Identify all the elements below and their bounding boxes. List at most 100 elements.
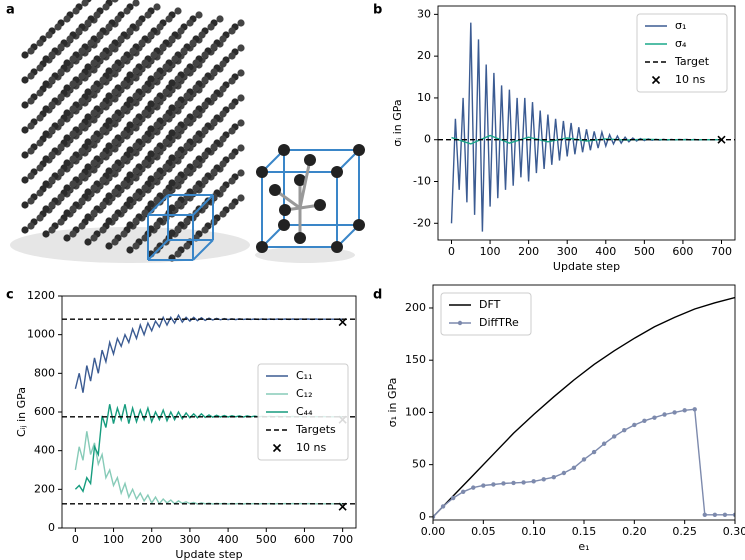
atom: [228, 202, 236, 210]
atom: [78, 122, 86, 130]
atom: [57, 93, 65, 101]
atom: [210, 168, 218, 176]
atom: [132, 242, 140, 250]
atom: [168, 35, 176, 43]
atom: [147, 175, 155, 183]
x-axis-label: e₁: [578, 540, 589, 553]
atom: [135, 19, 143, 27]
atom: [168, 179, 176, 187]
atom: [153, 221, 161, 229]
atom: [147, 125, 155, 133]
atom: [111, 63, 119, 71]
legend-label: 10 ns: [675, 73, 705, 86]
atom: [120, 130, 128, 138]
y-tick-label: 200: [34, 482, 55, 495]
atom: [153, 171, 161, 179]
atom: [168, 79, 176, 87]
y-tick-label: 1200: [27, 289, 55, 302]
atom: [132, 92, 140, 100]
atom: [219, 160, 227, 168]
y-tick-label: 200: [405, 301, 426, 314]
legend-label: σ₄: [675, 37, 687, 50]
data-point: [632, 422, 637, 428]
atom: [174, 125, 182, 133]
data-point: [440, 504, 446, 509]
x-tick-label: 0.25: [672, 525, 697, 538]
y-tick-label: 0: [48, 521, 55, 534]
atom: [69, 180, 77, 188]
atom: [27, 72, 35, 80]
atom: [105, 23, 113, 31]
series-line: [433, 408, 735, 518]
atom: [183, 217, 191, 225]
atom: [198, 31, 206, 39]
x-tick-label: 200: [141, 533, 162, 546]
atom: [126, 221, 134, 229]
atom: [84, 188, 92, 196]
atom: [186, 19, 194, 27]
atom: [120, 55, 128, 63]
x-tick-label: 0.10: [521, 525, 546, 538]
atom: [147, 100, 155, 108]
x-tick-label: 0.15: [572, 525, 597, 538]
plot-area: [433, 296, 735, 520]
atom: [69, 230, 77, 238]
atom: [210, 118, 218, 126]
axes-frame: [437, 5, 736, 241]
y-axis-label: Cᵢⱼ in GPa: [15, 387, 28, 437]
atom: [42, 80, 50, 88]
atom: [278, 144, 290, 156]
atom: [126, 71, 134, 79]
atom: [126, 121, 134, 129]
atom: [120, 180, 128, 188]
atom: [153, 71, 161, 79]
atom: [27, 147, 35, 155]
atom: [138, 39, 146, 47]
atom: [189, 39, 197, 47]
atom: [99, 76, 107, 84]
atom: [96, 31, 104, 39]
y-tick-label: 150: [405, 353, 426, 366]
atom: [111, 138, 119, 146]
atom: [156, 23, 164, 31]
plot-area: [438, 22, 735, 232]
y-tick-label: 10: [417, 91, 431, 104]
atom: [84, 63, 92, 71]
atom: [132, 217, 140, 225]
x-tick-label: 300: [179, 533, 200, 546]
data-point: [481, 483, 486, 488]
atom: [114, 15, 122, 23]
atom: [168, 204, 176, 212]
atom: [219, 85, 227, 93]
atom: [90, 234, 98, 242]
atom: [174, 75, 182, 83]
atom: [141, 134, 149, 142]
atom: [174, 150, 182, 158]
atom: [27, 172, 35, 180]
atom: [69, 130, 77, 138]
data-point: [652, 415, 657, 420]
atom: [27, 222, 35, 230]
atom: [36, 39, 44, 47]
atom: [90, 184, 98, 192]
data-point: [662, 412, 667, 417]
atom: [237, 119, 245, 127]
atom: [126, 171, 134, 179]
atom: [42, 155, 50, 163]
atom: [123, 7, 131, 15]
x-tick-label: 500: [256, 533, 277, 546]
atom: [237, 94, 245, 102]
atom: [63, 209, 71, 217]
atom: [201, 126, 209, 134]
data-point: [501, 481, 506, 486]
atom: [48, 76, 56, 84]
atom: [210, 143, 218, 151]
atom: [153, 146, 161, 154]
atom: [105, 167, 113, 175]
legend-label: C₁₁: [296, 369, 313, 382]
y-tick-label: 400: [34, 444, 55, 457]
data-point: [433, 514, 436, 520]
data-point: [682, 408, 687, 413]
x-tick-label: 100: [480, 245, 501, 258]
